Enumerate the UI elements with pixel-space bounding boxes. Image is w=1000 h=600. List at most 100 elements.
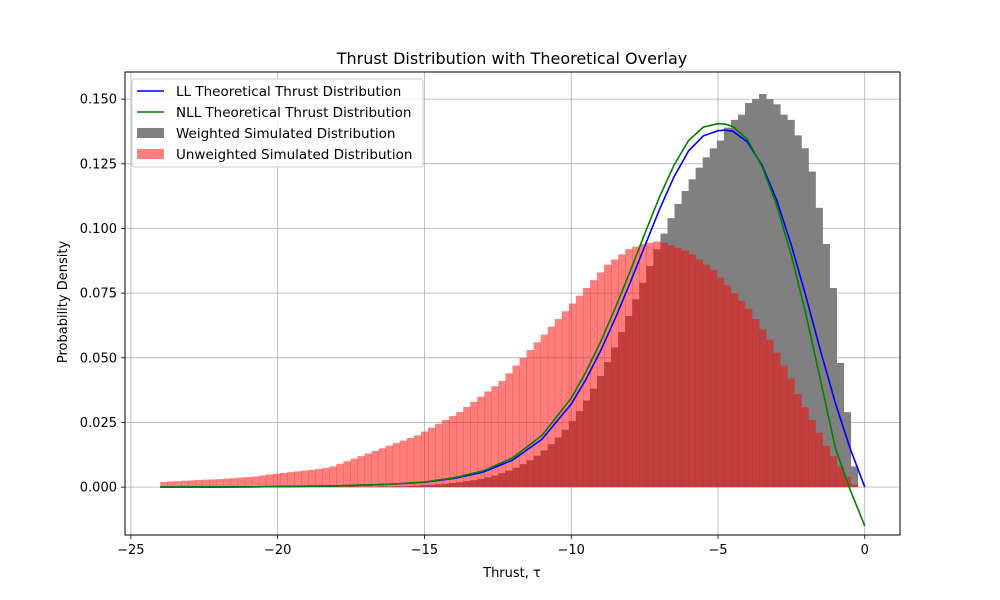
histogram-bar (181, 480, 189, 488)
histogram-bar (392, 443, 401, 488)
histogram-bar (315, 469, 323, 488)
y-tick-label: 0.050 (80, 351, 117, 366)
histogram-bar (787, 378, 795, 488)
histogram-bar (808, 419, 816, 488)
histogram-bar (730, 293, 739, 488)
histogram-bar (280, 472, 288, 488)
legend-patch-swatch (137, 128, 164, 138)
theoretical-line (160, 122, 866, 527)
legend-label: Unweighted Simulated Distribution (176, 147, 412, 163)
histogram-bar (378, 448, 387, 488)
x-tick-label: −20 (264, 543, 291, 558)
legend-box (131, 78, 424, 168)
y-tick-label: 0.125 (80, 157, 117, 172)
histogram-bar (209, 479, 217, 488)
histogram-bar (843, 412, 852, 488)
histogram-bar (540, 334, 549, 488)
histogram-bar (420, 431, 429, 488)
x-axis-label: Thrust, τ (482, 566, 541, 581)
histogram-bar (787, 119, 795, 488)
histogram-bar (272, 473, 281, 488)
x-tick-label: −15 (411, 543, 438, 558)
histogram-bar (287, 472, 295, 488)
histogram-bar (836, 362, 845, 488)
histogram-bar (625, 249, 633, 488)
legend-label: NLL Theoretical Thrust Distribution (176, 105, 411, 121)
histogram-bar (350, 458, 358, 488)
histogram-bar (202, 479, 210, 488)
histogram-bar (470, 401, 478, 488)
histogram-bar (364, 453, 372, 488)
histogram-bar (223, 478, 232, 488)
histogram-bar (526, 350, 535, 488)
histogram-bar (815, 432, 823, 488)
y-tick-label: 0.150 (80, 93, 117, 108)
unweighted-histogram (160, 241, 859, 488)
x-tick-label: −10 (557, 543, 584, 558)
histogram-bar (794, 135, 802, 488)
histogram-bar (322, 468, 330, 488)
histogram-bar (174, 481, 182, 488)
histogram-bar (850, 466, 859, 488)
histogram-bar (308, 469, 316, 488)
histogram-bar (597, 272, 605, 488)
histogram-bar (752, 99, 760, 488)
histogram-bar (773, 352, 781, 488)
histogram-bar (582, 287, 591, 488)
histogram-bar (477, 396, 485, 488)
histogram-bar (709, 269, 718, 488)
histogram-bar (491, 386, 499, 488)
histogram-bar (737, 300, 746, 488)
histogram-bar (745, 103, 753, 488)
histogram-bar (759, 93, 767, 488)
histogram-bar (237, 477, 246, 488)
histogram-bar (512, 365, 520, 488)
histogram-bar (294, 471, 302, 488)
histogram-bar (498, 381, 506, 488)
x-tick-label: 0 (861, 543, 869, 558)
histogram-bar (195, 479, 203, 488)
histogram-bar (265, 474, 274, 488)
histogram-bar (216, 479, 225, 488)
histogram-bar (406, 438, 415, 488)
theoretical-lines (160, 122, 866, 527)
histogram-bar (505, 373, 513, 488)
histogram-bar (646, 242, 654, 488)
x-tick-label: −5 (708, 543, 727, 558)
histogram-bar (829, 287, 837, 488)
histogram-bar (780, 365, 788, 488)
chart-title: Thrust Distribution with Theoretical Ove… (336, 49, 687, 68)
histogram-bar (829, 456, 837, 488)
histogram-bar (611, 259, 619, 488)
x-axis: −25 −20 −15 −10 −5 0 (117, 535, 869, 558)
histogram-bar (667, 245, 675, 488)
legend-patch-swatch (137, 149, 164, 159)
histogram-bar (773, 104, 781, 488)
histogram-bar (632, 246, 640, 488)
histogram-bar (850, 484, 859, 488)
histogram-bar (385, 445, 394, 488)
y-axis-label: Probability Density (56, 241, 71, 364)
histogram-bar (301, 470, 309, 488)
histogram-bar (752, 319, 760, 488)
histogram-bar (723, 285, 732, 488)
histogram-bar (737, 114, 746, 488)
histogram-bar (681, 250, 690, 488)
histogram-bar (244, 477, 253, 488)
histogram-bar (759, 329, 767, 488)
y-tick-label: 0.100 (80, 222, 117, 237)
histogram-bar (160, 481, 168, 488)
histogram-bar (251, 476, 260, 488)
legend-label: LL Theoretical Thrust Distribution (176, 84, 401, 100)
histogram-bar (702, 264, 711, 488)
histogram-bar (822, 445, 830, 488)
histogram-bar (808, 171, 816, 488)
histogram-bar (329, 466, 337, 488)
histogram-bar (836, 466, 845, 488)
legend: LL Theoretical Thrust Distribution NLL Th… (131, 78, 424, 168)
histogram-bar (456, 412, 464, 488)
histogram-bar (371, 450, 380, 488)
histogram-bar (766, 339, 774, 488)
histogram-bar (822, 244, 830, 488)
histogram-bar (688, 254, 697, 488)
